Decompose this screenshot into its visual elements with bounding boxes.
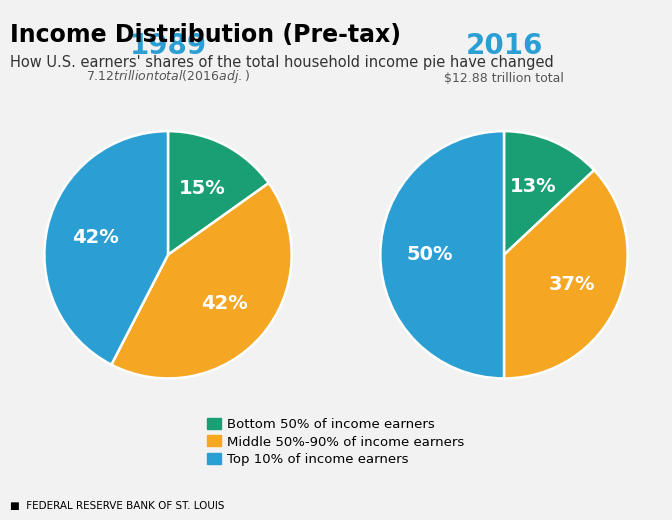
Text: 2016: 2016	[465, 32, 543, 60]
Text: 13%: 13%	[510, 177, 557, 196]
Wedge shape	[44, 131, 168, 365]
Text: 37%: 37%	[549, 275, 595, 294]
Wedge shape	[112, 183, 292, 379]
Text: $7.12 trillion total (2016 adj. $): $7.12 trillion total (2016 adj. $)	[86, 68, 250, 85]
Wedge shape	[504, 170, 628, 379]
Text: 1989: 1989	[130, 32, 206, 60]
Text: 50%: 50%	[407, 245, 453, 264]
Text: How U.S. earners' shares of the total household income pie have changed: How U.S. earners' shares of the total ho…	[10, 55, 554, 70]
Text: 42%: 42%	[201, 294, 247, 313]
Text: 42%: 42%	[73, 228, 119, 247]
Text: Income Distribution (Pre-tax): Income Distribution (Pre-tax)	[10, 23, 401, 47]
Text: $12.88 trillion total: $12.88 trillion total	[444, 72, 564, 85]
Wedge shape	[504, 131, 594, 255]
Legend: Bottom 50% of income earners, Middle 50%-90% of income earners, Top 10% of incom: Bottom 50% of income earners, Middle 50%…	[205, 415, 467, 469]
Wedge shape	[168, 131, 269, 255]
Wedge shape	[380, 131, 504, 379]
Text: ■  FEDERAL RESERVE BANK OF ST. LOUIS: ■ FEDERAL RESERVE BANK OF ST. LOUIS	[10, 501, 224, 511]
Text: 15%: 15%	[179, 179, 225, 198]
